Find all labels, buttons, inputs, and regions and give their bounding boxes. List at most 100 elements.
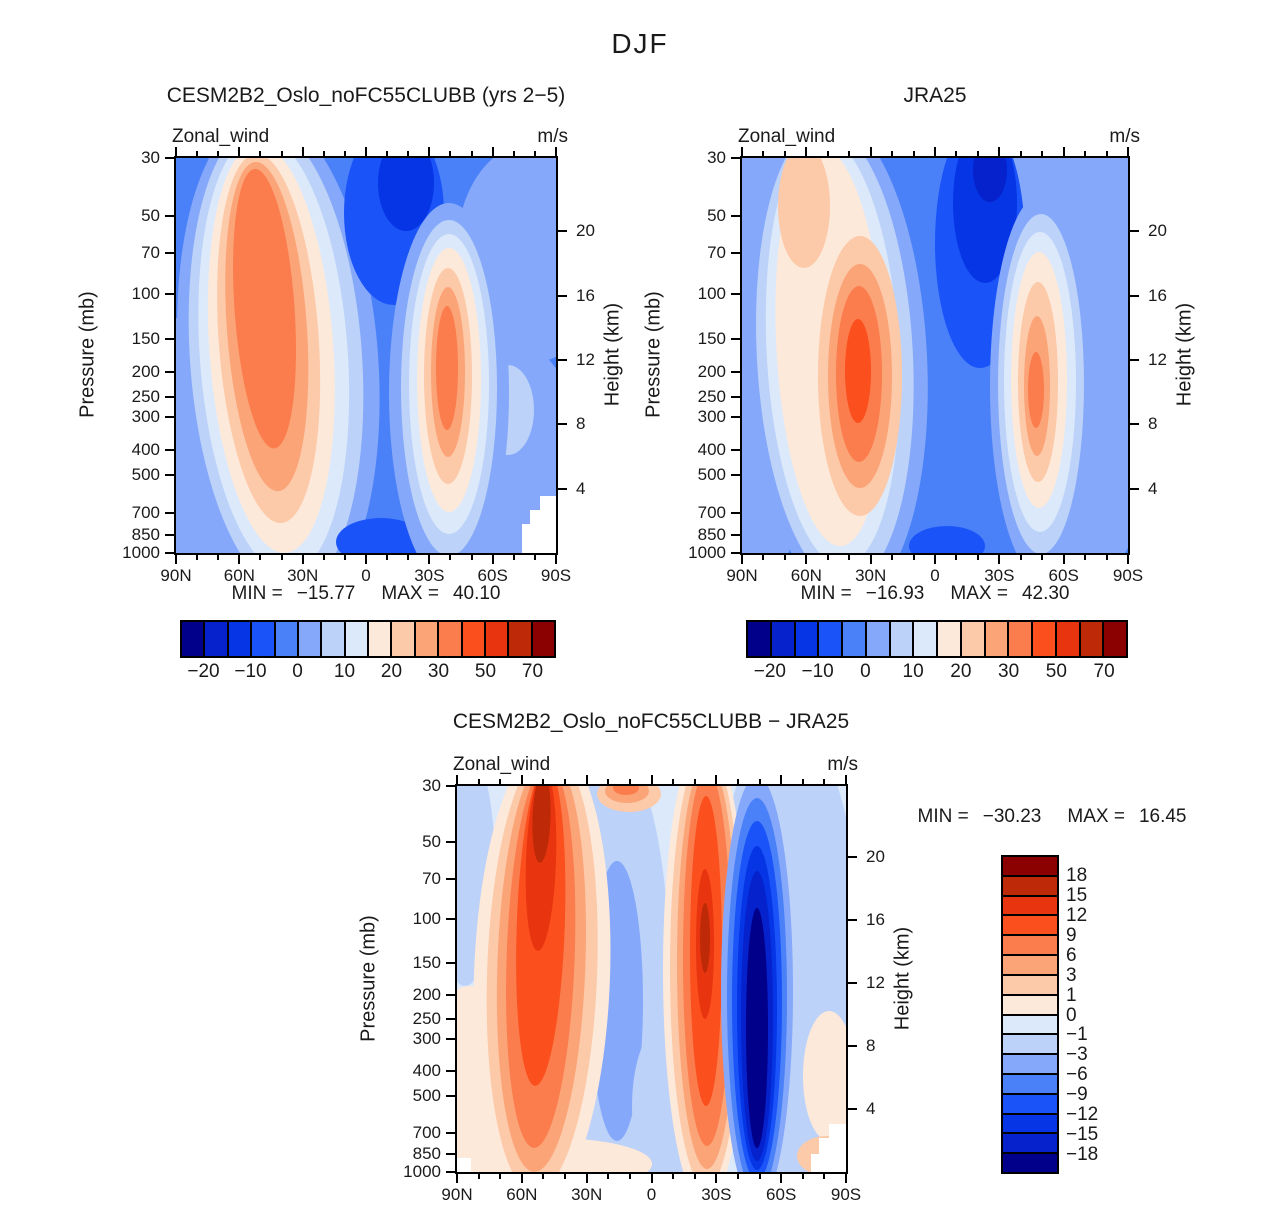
pressure-tick-label: 500 bbox=[131, 464, 160, 484]
latitude-minor-tick bbox=[801, 779, 804, 784]
latitude-minor-tick bbox=[758, 1174, 761, 1179]
max-prefix: MAX = bbox=[1067, 806, 1125, 827]
min-prefix: MIN = bbox=[800, 583, 852, 604]
panel-diff-units-label: m/s bbox=[827, 754, 858, 775]
pressure-tick bbox=[446, 1153, 455, 1156]
pressure-tick bbox=[731, 252, 740, 255]
latitude-minor-tick bbox=[542, 1174, 545, 1179]
colorbar-cell bbox=[1080, 622, 1105, 656]
colorbar-tick-label: 30 bbox=[427, 661, 450, 682]
panel-diff-title: CESM2B2_Oslo_noFC55CLUBB − JRA25 bbox=[452, 710, 850, 733]
latitude-minor-tick bbox=[955, 151, 958, 156]
min-prefix: MIN = bbox=[917, 806, 969, 827]
max-value: 40.10 bbox=[452, 583, 501, 604]
colorbar-cell bbox=[1003, 876, 1057, 897]
pressure-tick bbox=[165, 370, 174, 373]
latitude-major-tick bbox=[1127, 147, 1129, 156]
latitude-minor-tick bbox=[1019, 151, 1022, 156]
pressure-tick-label: 250 bbox=[697, 386, 726, 406]
pressure-tick-label: 200 bbox=[131, 361, 160, 381]
height-tick bbox=[558, 423, 567, 426]
latitude-minor-tick bbox=[564, 779, 567, 784]
latitude-minor-tick bbox=[196, 555, 199, 560]
latitude-minor-tick bbox=[542, 779, 545, 784]
max-value: 42.30 bbox=[1021, 583, 1070, 604]
pressure-tick bbox=[731, 448, 740, 451]
latitude-minor-tick bbox=[976, 151, 979, 156]
latitude-minor-tick bbox=[499, 779, 502, 784]
latitude-tick-label: 60S bbox=[766, 1185, 797, 1204]
panel-model-minmax: MIN = −15.77 MAX = 40.10 bbox=[232, 583, 501, 605]
latitude-minor-tick bbox=[470, 555, 473, 560]
colorbar-cell bbox=[1003, 1134, 1057, 1155]
latitude-major-tick bbox=[238, 147, 241, 156]
latitude-tick-label: 30N bbox=[287, 566, 319, 585]
colorbar-tick-label: −3 bbox=[1066, 1044, 1088, 1066]
colorbar-cell bbox=[1033, 622, 1057, 656]
panel-jra25-plot-area bbox=[740, 156, 1130, 555]
colorbar-tick-label: 0 bbox=[1066, 1004, 1077, 1026]
height-tick bbox=[558, 230, 567, 233]
pressure-tick bbox=[731, 395, 740, 398]
latitude-major-tick bbox=[456, 1174, 458, 1183]
min-value: −16.93 bbox=[865, 583, 925, 604]
colorbar-cell bbox=[748, 622, 772, 656]
latitude-major-tick bbox=[175, 147, 177, 156]
latitude-minor-tick bbox=[912, 151, 915, 156]
latitude-minor-tick bbox=[826, 151, 829, 156]
pressure-tick bbox=[731, 473, 740, 476]
latitude-minor-tick bbox=[628, 779, 631, 784]
latitude-minor-tick bbox=[407, 555, 410, 560]
latitude-minor-tick bbox=[217, 151, 220, 156]
latitude-major-tick bbox=[365, 555, 367, 564]
latitude-tick-label: 30N bbox=[855, 566, 887, 585]
pressure-tick-label: 300 bbox=[697, 407, 726, 427]
pressure-tick-label: 70 bbox=[707, 243, 726, 263]
colorbar-tick-label: 20 bbox=[950, 661, 972, 682]
colorbar-cell bbox=[1003, 956, 1057, 976]
colorbar-tick-label: 10 bbox=[902, 661, 924, 682]
latitude-minor-tick bbox=[736, 779, 739, 784]
latitude-major-tick bbox=[456, 775, 458, 784]
latitude-minor-tick bbox=[449, 151, 452, 156]
colorbar-cell bbox=[914, 622, 938, 656]
latitude-major-tick bbox=[301, 147, 304, 156]
pressure-tick bbox=[731, 338, 740, 341]
pressure-tick-label: 30 bbox=[707, 148, 726, 167]
panel-diff-contour-field bbox=[457, 786, 846, 1172]
colorbar-cell bbox=[819, 622, 843, 656]
latitude-minor-tick bbox=[386, 151, 389, 156]
colorbar-tick-label: 3 bbox=[1066, 964, 1077, 986]
latitude-tick-label: 60N bbox=[223, 566, 255, 585]
pressure-tick bbox=[165, 533, 174, 536]
height-tick-label: 12 bbox=[866, 973, 885, 993]
pressure-tick bbox=[165, 552, 174, 554]
colorbar bbox=[180, 620, 556, 658]
latitude-minor-tick bbox=[322, 151, 325, 156]
latitude-major-tick bbox=[869, 147, 872, 156]
height-tick bbox=[1130, 230, 1139, 233]
height-tick-label: 4 bbox=[866, 1099, 876, 1119]
latitude-minor-tick bbox=[693, 779, 696, 784]
latitude-minor-tick bbox=[672, 779, 675, 784]
latitude-tick-label: 90N bbox=[726, 566, 758, 585]
latitude-major-tick bbox=[585, 1174, 588, 1183]
colorbar-cell bbox=[298, 622, 323, 656]
pressure-tick bbox=[731, 157, 740, 159]
latitude-major-tick bbox=[715, 775, 718, 784]
latitude-major-tick bbox=[805, 147, 808, 156]
latitude-minor-tick bbox=[564, 1174, 567, 1179]
latitude-major-tick bbox=[301, 555, 304, 564]
pressure-tick-label: 200 bbox=[697, 361, 726, 381]
colorbar-cell bbox=[1009, 622, 1033, 656]
height-tick bbox=[848, 1108, 857, 1111]
panel-diff-plot-area bbox=[455, 784, 848, 1174]
height-tick-label: 16 bbox=[1148, 285, 1167, 305]
latitude-tick-label: 60N bbox=[506, 1185, 538, 1204]
pressure-tick bbox=[446, 1070, 455, 1073]
latitude-major-tick bbox=[1127, 555, 1129, 564]
colorbar-cell bbox=[938, 622, 962, 656]
pressure-tick bbox=[446, 993, 455, 996]
colorbar-cell bbox=[322, 622, 346, 656]
colorbar-cell bbox=[532, 622, 554, 656]
